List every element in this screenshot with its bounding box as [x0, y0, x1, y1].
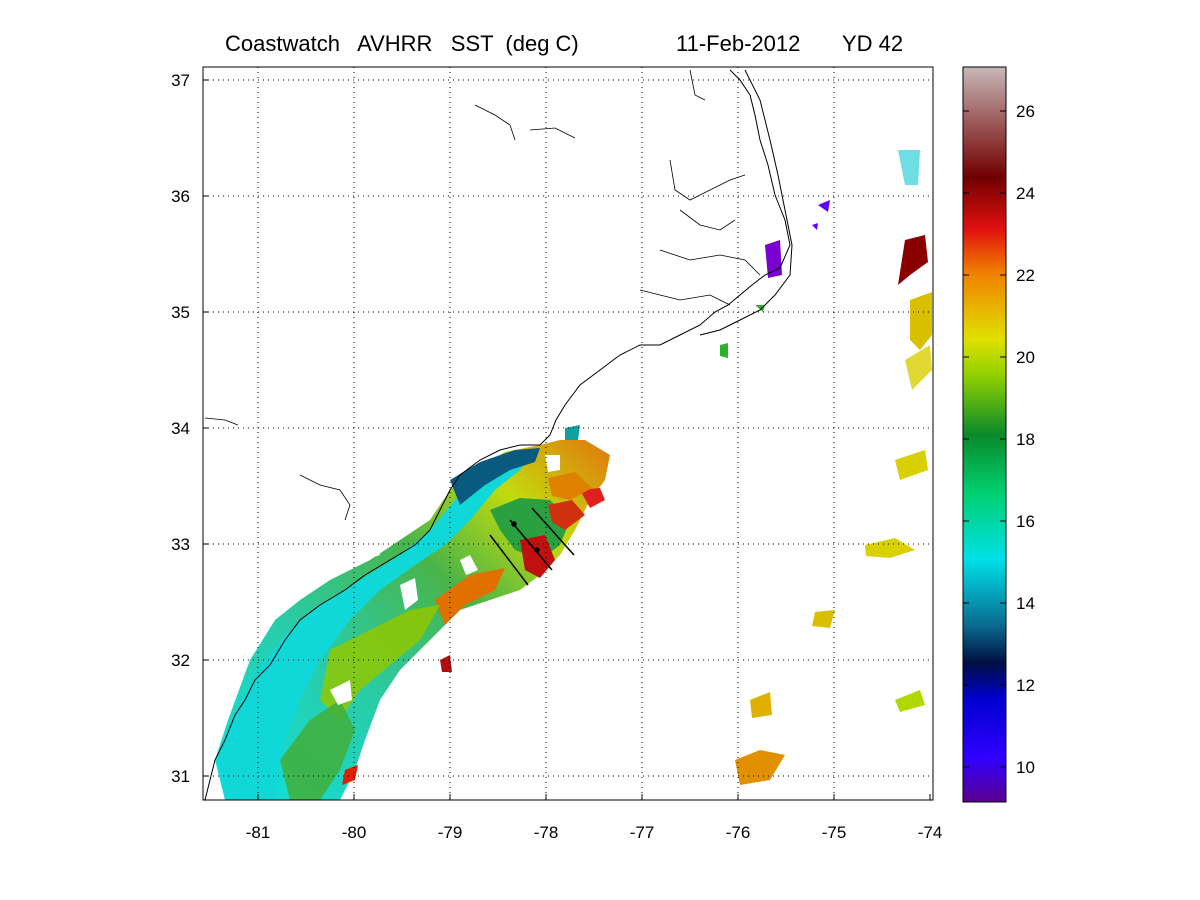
lon-tick-label: -74 [918, 823, 943, 842]
sst-nearshore-cool [218, 450, 535, 800]
lat-tick-label: 37 [171, 71, 190, 90]
sst-offshore-darkred [898, 235, 928, 285]
colorbar-tick-label: 12 [1016, 676, 1035, 695]
sst-offshore-green-dot [720, 343, 728, 358]
sst-offshore-cyan [898, 150, 920, 185]
coastline-sounds [204, 69, 761, 521]
sst-offshore-purple-2 [812, 223, 818, 230]
colorbar-tick-label: 10 [1016, 758, 1035, 777]
sst-warm-edge-2 [435, 568, 505, 625]
lon-tick-label: -75 [822, 823, 847, 842]
map-frame [202, 66, 934, 801]
transect-marker-2 [534, 547, 540, 553]
lon-tick-label: -79 [438, 823, 463, 842]
sst-pamlico-patch [765, 240, 782, 278]
map-grid [203, 67, 933, 800]
lat-tick-labels: 37 36 35 34 33 32 31 [171, 71, 190, 786]
sst-offshore-yellow-4 [865, 538, 915, 558]
colorbar: 26 24 22 20 18 16 14 12 10 [962, 66, 1035, 803]
colorbar-tick-label: 18 [1016, 430, 1035, 449]
sst-southern-green [280, 700, 355, 800]
sst-offshore-yellow-1 [910, 292, 932, 350]
cloud-gaps [330, 455, 560, 705]
map-title-product: Coastwatch AVHRR SST (deg C) [225, 31, 579, 56]
sst-offshore-orange-1 [735, 750, 785, 785]
lon-tick-label: -77 [630, 823, 655, 842]
sst-cape-fear-patch [565, 425, 580, 440]
transect-line-3 [531, 507, 575, 556]
colorbar-tick-label: 24 [1016, 184, 1035, 203]
lat-tick-label: 36 [171, 187, 190, 206]
sst-offshore-yellowgreen [895, 690, 925, 712]
transect-line-2 [509, 519, 553, 571]
colorbar-tick-label: 22 [1016, 266, 1035, 285]
sst-offshore-yellow-3 [895, 450, 928, 480]
transect-line-1 [489, 534, 529, 586]
lat-tick-label: 32 [171, 651, 190, 670]
transect-lines [489, 507, 575, 586]
sst-gulfstream-patch-1 [548, 500, 585, 530]
colorbar-tick-label: 20 [1016, 348, 1035, 367]
lat-tick-label: 33 [171, 535, 190, 554]
sst-gulfstream-patch-2 [580, 488, 605, 508]
sst-offshore-yellow-2 [905, 345, 932, 390]
sst-southern-warm-dot [342, 765, 358, 785]
map-title-yearday: YD 42 [842, 31, 903, 56]
sst-offshore-yellow-5 [812, 610, 835, 628]
lon-tick-label: -80 [342, 823, 367, 842]
sst-offshore-patches [440, 150, 932, 785]
sst-warm-edge-1 [548, 472, 592, 500]
colorbar-tick-label: 14 [1016, 594, 1035, 613]
sst-offshore-purple-1 [818, 200, 830, 212]
lat-tick-label: 34 [171, 419, 190, 438]
lat-tick-label: 31 [171, 767, 190, 786]
map-title-date: 11-Feb-2012 [676, 31, 800, 56]
colorbar-tick-label: 26 [1016, 102, 1035, 121]
lon-tick-label: -76 [726, 823, 751, 842]
sst-nearshore-cold-patch [450, 448, 540, 505]
sst-swath-shelf [215, 425, 610, 800]
lon-tick-labels: -81 -80 -79 -78 -77 -76 -75 -74 [246, 823, 943, 842]
map-tick-marks [203, 79, 931, 800]
lon-tick-label: -78 [534, 823, 559, 842]
colorbar-tick-marks [963, 110, 1006, 768]
sst-offshore-red-dot [440, 655, 452, 672]
map-plot-area [203, 67, 933, 800]
colorbar-tick-label: 16 [1016, 512, 1035, 531]
lon-tick-label: -81 [246, 823, 271, 842]
sst-offshore-yellow-6 [750, 692, 772, 718]
outer-banks [699, 69, 793, 336]
sst-offshore-green-dot-2 [755, 305, 765, 312]
lat-tick-label: 35 [171, 303, 190, 322]
transect-marker-1 [511, 521, 517, 527]
colorbar-gradient [962, 66, 1007, 803]
